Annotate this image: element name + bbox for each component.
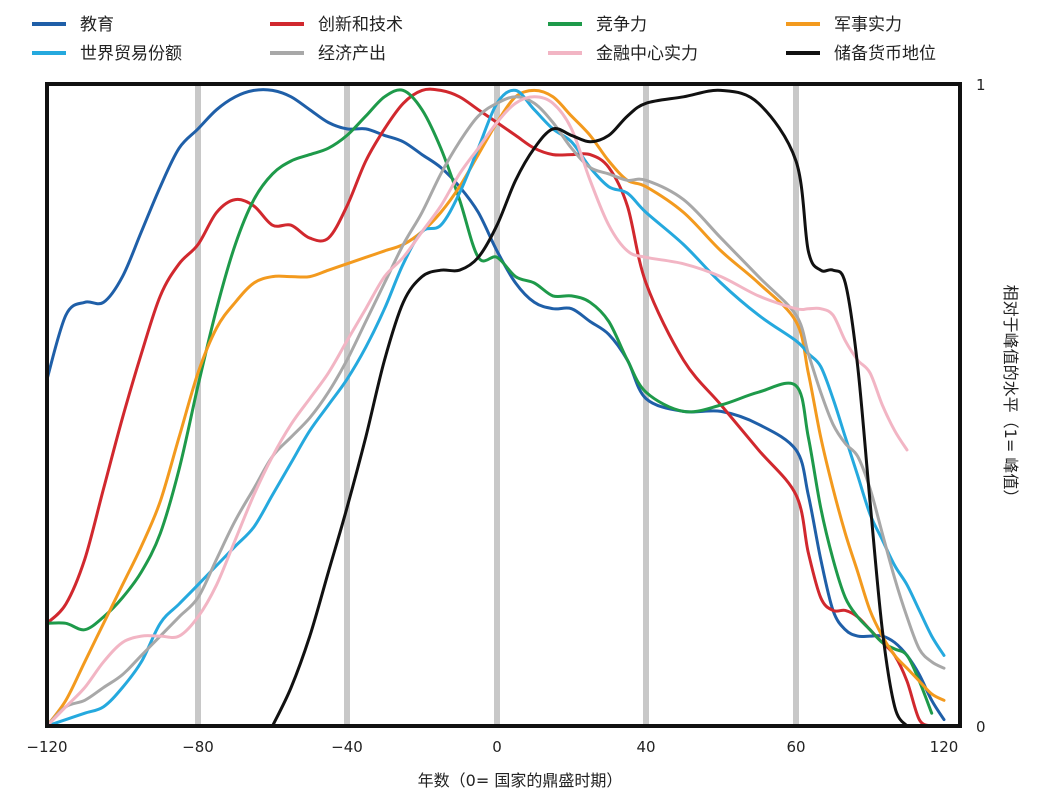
x-tick-label: 120 — [930, 738, 959, 756]
x-tick-label: −120 — [26, 738, 67, 756]
x-axis-ticks: −120 −80 −40 0 40 60 120 — [26, 738, 958, 756]
vertical-gridlines — [195, 84, 799, 726]
legend-label: 金融中心实力 — [596, 44, 698, 64]
legend-label: 军事实力 — [834, 15, 902, 35]
legend-label: 经济产出 — [318, 44, 386, 64]
legend-item: 教育 — [32, 15, 114, 35]
y-tick-label: 1 — [976, 76, 986, 94]
y-tick-label: 0 — [976, 718, 986, 736]
legend-item: 世界贸易份额 — [32, 44, 182, 64]
legend-label: 世界贸易份额 — [80, 44, 182, 64]
legend-label: 竞争力 — [596, 15, 647, 35]
y-axis-label: 相对于峰值的水平（1= 峰值） — [1001, 285, 1020, 506]
series-line-8 — [271, 88, 909, 728]
x-tick-label: 60 — [786, 738, 805, 756]
plot-frame — [45, 82, 962, 728]
series-line-7 — [45, 95, 909, 728]
legend-label: 储备货币地位 — [834, 44, 936, 64]
series-line-3 — [45, 88, 934, 715]
x-tick-label: −80 — [182, 738, 214, 756]
x-tick-label: 40 — [636, 738, 655, 756]
legend-item: 军事实力 — [786, 15, 902, 35]
series-lines — [45, 87, 946, 728]
legend-item: 经济产出 — [270, 44, 386, 64]
legend-item: 储备货币地位 — [786, 44, 936, 64]
legend-label: 教育 — [80, 15, 114, 35]
legend-item: 创新和技术 — [270, 15, 403, 35]
series-line-1 — [45, 88, 946, 722]
series-line-2 — [45, 87, 934, 728]
x-tick-label: 0 — [492, 738, 502, 756]
x-axis-label: 年数（0= 国家的鼎盛时期） — [418, 771, 623, 790]
x-tick-label: −40 — [331, 738, 363, 756]
legend-label: 创新和技术 — [318, 15, 403, 35]
legend-item: 竞争力 — [548, 15, 647, 35]
legend-item: 金融中心实力 — [548, 44, 698, 64]
series-line-6 — [45, 95, 946, 728]
